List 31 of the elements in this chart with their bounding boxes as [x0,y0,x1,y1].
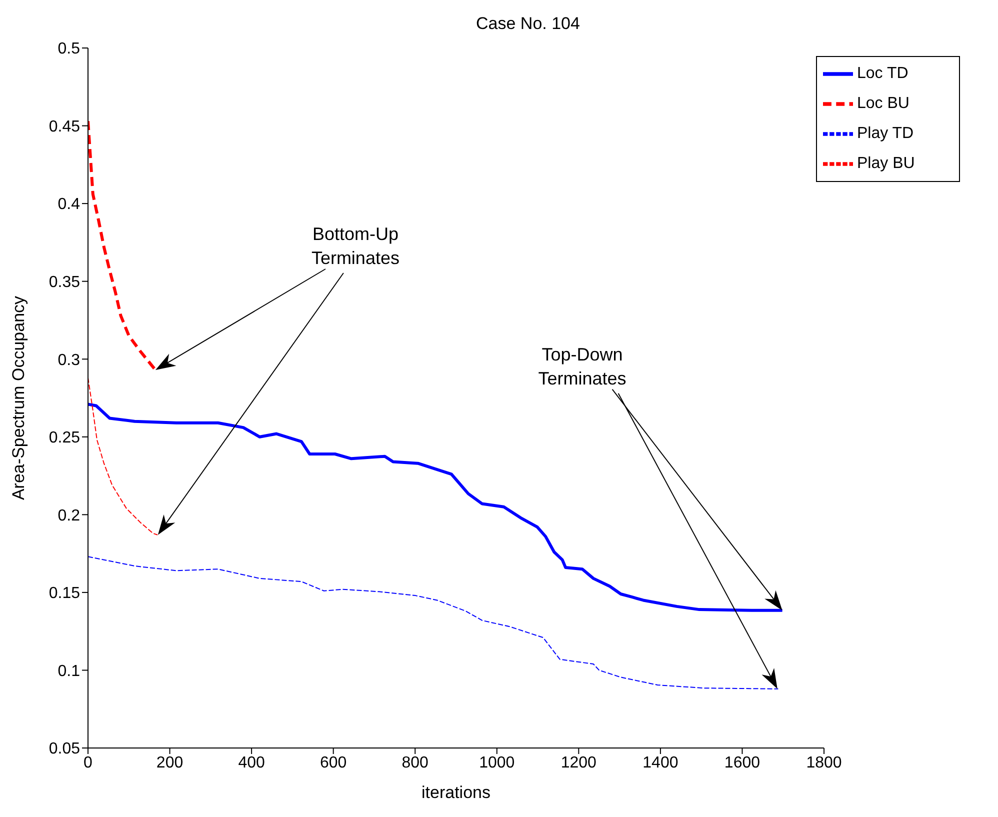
x-tick-label: 800 [402,754,429,772]
y-tick-label: 0.1 [58,662,80,680]
y-tick-label: 0.2 [58,507,80,524]
x-tick-label: 0 [84,754,93,772]
x-tick-label: 1200 [560,754,597,772]
x-tick-label: 1800 [806,754,842,772]
x-tick-label: 1600 [724,754,760,772]
y-tick-label: 0.3 [58,352,80,369]
x-tick-label: 1400 [642,754,678,772]
y-tick-label: 0.25 [48,430,80,447]
legend-label: Loc BU [857,95,910,112]
x-tick-label: 200 [156,754,184,772]
y-tick-label: 0.05 [48,740,80,758]
y-tick-label: 0.15 [48,585,80,602]
legend-label: Play BU [857,155,915,172]
y-axis-title: Area-Spectrum Occupancy [9,295,28,500]
x-tick-label: 600 [320,754,347,772]
line-series [88,402,784,612]
y-tick-label: 0.35 [48,274,80,292]
legend-label: Loc TD [857,65,908,82]
x-tick-label: 400 [238,754,265,772]
x-axis-title: iterations [422,783,490,802]
legend-label: Play TD [857,125,914,142]
line-series [88,556,779,690]
y-tick-label: 0.45 [48,118,80,136]
x-tick-label: 1000 [479,754,515,772]
chart-title: Case No. 104 [475,14,581,34]
y-tick-label: 0.4 [58,196,80,214]
annotation: Top-Down Terminates [538,344,626,388]
annotation: Bottom-Up Terminates [311,224,400,268]
y-tick-label: 0.5 [58,40,80,58]
